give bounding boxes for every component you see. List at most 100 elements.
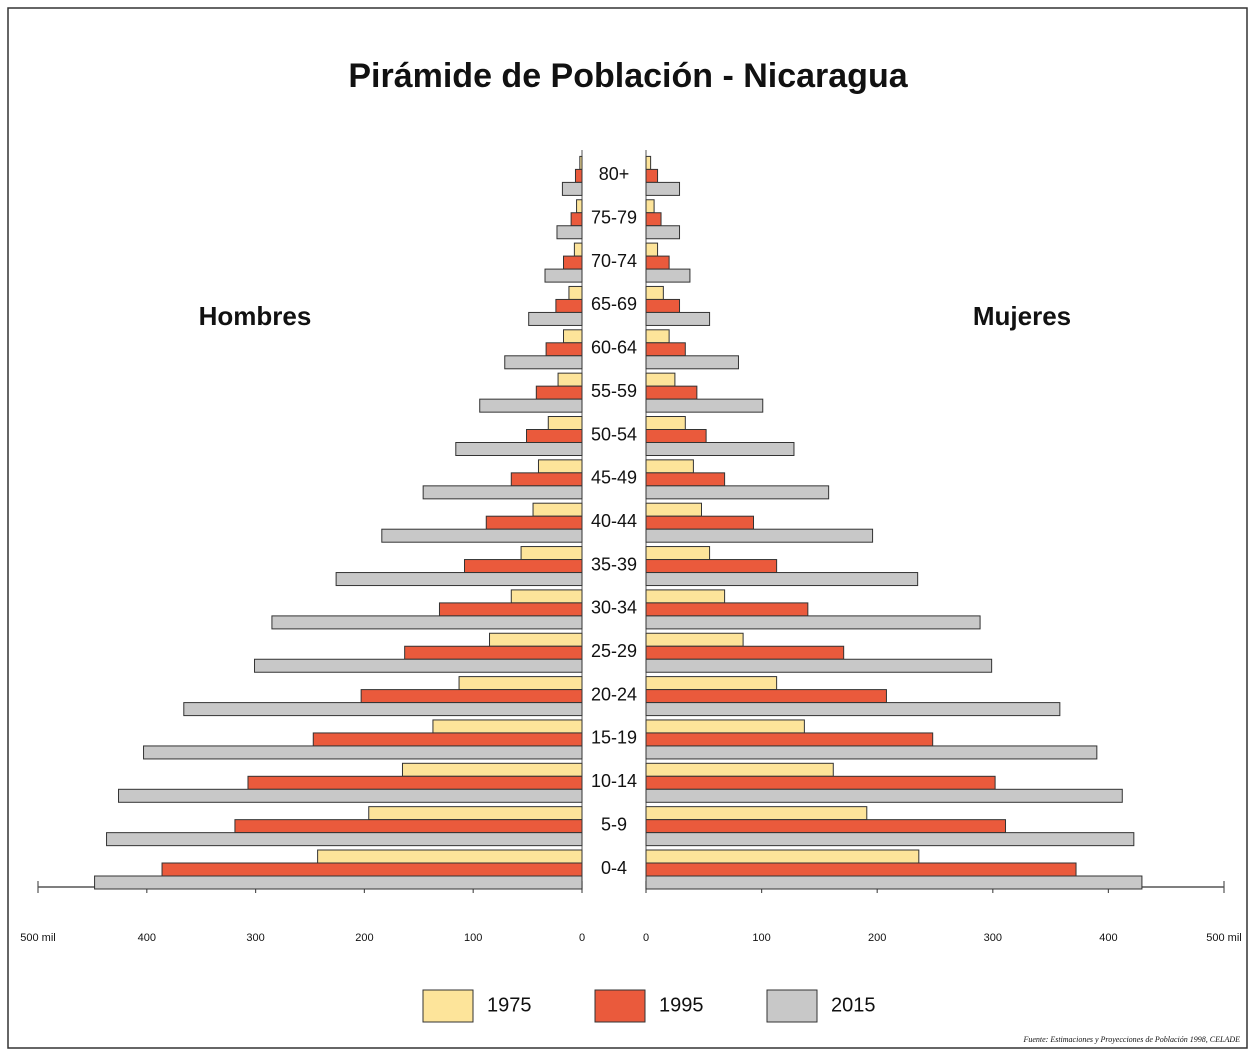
x-tick-label: 0 [643,932,649,944]
bar [645,268,691,283]
bar [489,632,583,647]
category-label: 50-54 [591,424,637,444]
bar [458,676,583,691]
legend-label: 1995 [659,994,704,1016]
frame [7,7,1248,1049]
bar [557,372,583,387]
legend-swatch [594,989,646,1023]
bar [463,559,583,574]
bar [510,472,583,487]
bar [545,342,583,357]
bar [645,255,670,270]
bar [183,702,583,717]
bar [247,775,583,790]
x-tick-label: 200 [355,932,373,944]
bar [645,689,887,704]
bar [143,745,583,760]
bar [455,442,583,456]
bar [401,762,583,777]
bar [645,602,809,617]
bar [645,398,764,413]
bar [645,168,659,183]
bar [645,546,711,561]
bar [271,615,583,630]
bar [368,806,583,821]
bar [645,806,868,821]
x-tick-label: 100 [752,932,770,944]
bar [381,528,583,543]
legend-swatch [422,989,474,1023]
bar [312,732,583,747]
category-label: 80+ [599,164,630,184]
bar [645,719,805,734]
bar [537,459,583,474]
bar [335,572,583,587]
bar [568,285,583,300]
bar [645,849,920,864]
bar [254,658,583,673]
bar [570,212,583,227]
category-label: 60-64 [591,338,637,358]
bar [317,849,583,864]
bar [645,572,919,587]
bar [645,589,726,604]
bar [360,689,583,704]
bar [645,242,659,257]
bar [645,329,670,344]
bar [645,658,993,673]
bar [422,485,583,500]
bar [404,645,583,660]
bar [645,502,702,517]
bar [563,255,583,270]
bar [645,311,711,326]
x-tick-label: 0 [579,932,585,944]
legend-label: 2015 [831,994,876,1016]
bar [645,645,845,660]
bar [645,416,686,430]
bar [645,285,664,300]
category-label: 20-24 [591,684,637,704]
bar [645,155,652,170]
bar [645,342,686,357]
bar [118,788,583,803]
bar [645,732,934,747]
bar [645,875,1143,890]
bar [645,212,662,227]
bar [161,862,583,877]
bar [510,589,583,604]
bar [544,268,583,283]
bar [106,832,583,847]
bar [645,429,707,443]
category-label: 65-69 [591,294,637,314]
category-label: 45-49 [591,468,637,488]
bar [563,329,583,344]
bar [573,242,583,257]
category-label: 25-29 [591,641,637,661]
bar [547,416,583,430]
category-label: 10-14 [591,771,637,791]
x-tick-label: 100 [464,932,482,944]
bar [645,788,1123,803]
bar [528,311,583,326]
bar [645,702,1061,717]
bar [645,459,694,474]
x-tick-label: 300 [984,932,1002,944]
bar [645,225,681,240]
category-label: 40-44 [591,511,637,531]
category-label: 55-59 [591,381,637,401]
category-label: 5-9 [601,814,627,834]
category-label: 35-39 [591,554,637,574]
category-label: 30-34 [591,598,637,618]
bar [555,298,583,313]
source: Fuente: Estimaciones y Proyecciones de P… [1022,1035,1240,1044]
bar [574,168,583,183]
x-tick-label: 400 [138,932,156,944]
bar [645,559,778,574]
x-tick-label: 400 [1099,932,1117,944]
bar [520,546,583,561]
bar [535,385,583,400]
x-tick-label: 300 [246,932,264,944]
left-label: Hombres [199,301,312,331]
bar [645,745,1098,760]
